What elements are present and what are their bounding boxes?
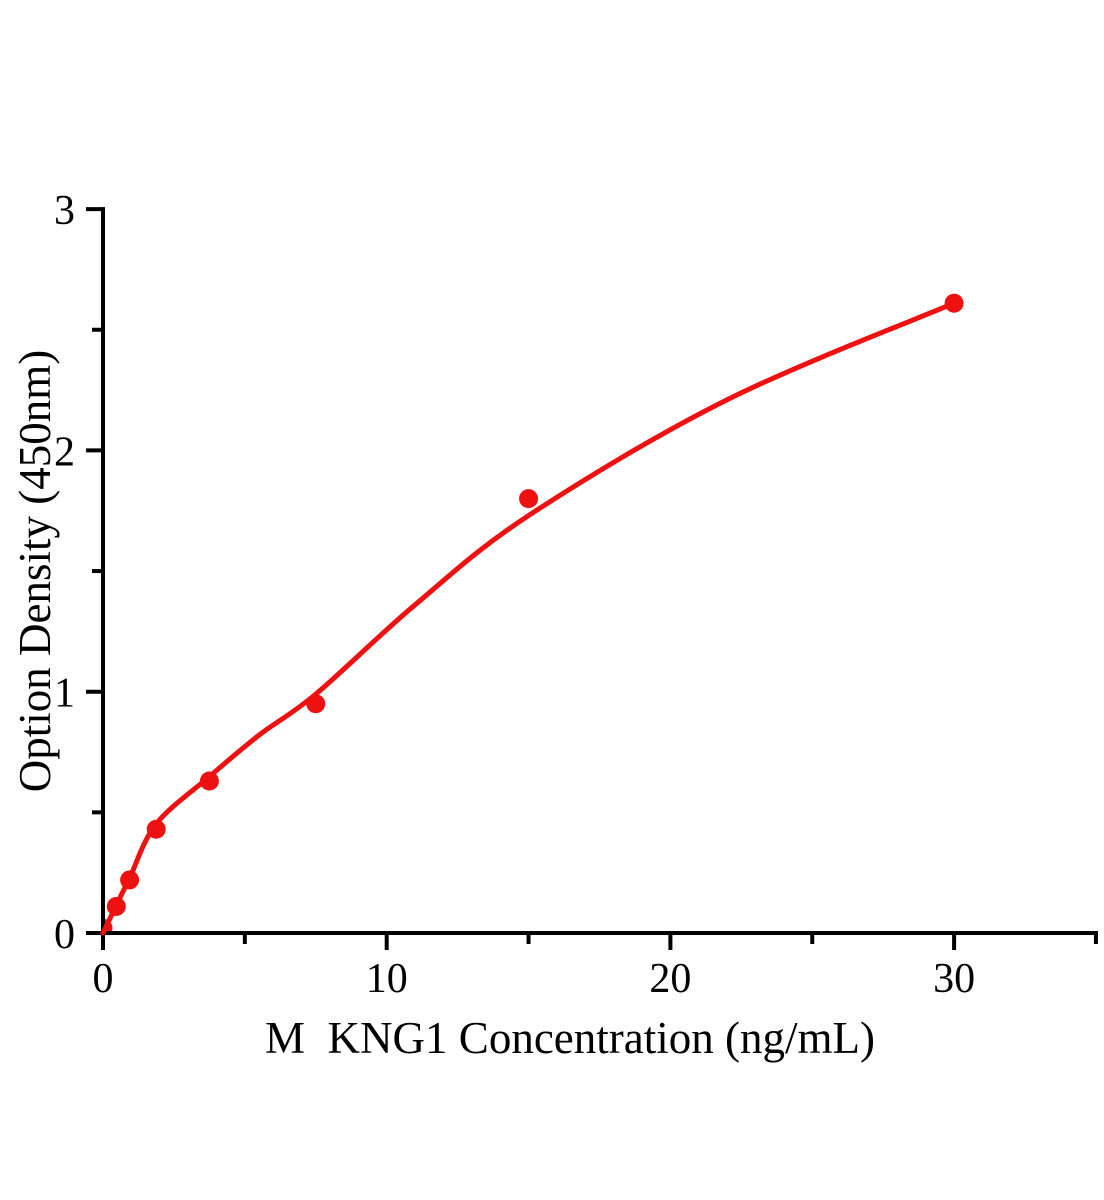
y-tick-label: 2 xyxy=(54,429,75,475)
data-point-marker xyxy=(199,771,219,791)
x-tick-label: 10 xyxy=(366,956,408,1002)
x-axis-title: M KNG1 Concentration (ng/mL) xyxy=(265,1013,875,1063)
data-point-marker xyxy=(306,694,326,714)
y-axis-title: Option Density (450nm) xyxy=(10,349,60,793)
x-tick-label: 20 xyxy=(649,956,691,1002)
x-tick-label: 30 xyxy=(933,956,975,1002)
y-tick-label: 0 xyxy=(54,912,75,958)
data-point-marker xyxy=(944,293,964,313)
y-tick-label: 1 xyxy=(54,671,75,717)
data-point-marker xyxy=(519,489,539,509)
x-tick-label: 0 xyxy=(93,956,114,1002)
data-point-marker xyxy=(106,896,126,916)
data-points-group xyxy=(105,293,964,931)
data-point-marker xyxy=(120,870,140,890)
data-point-marker xyxy=(105,918,113,931)
y-tick-label: 3 xyxy=(54,188,75,234)
fit-curve-path xyxy=(100,300,957,936)
data-point-marker xyxy=(146,819,166,839)
